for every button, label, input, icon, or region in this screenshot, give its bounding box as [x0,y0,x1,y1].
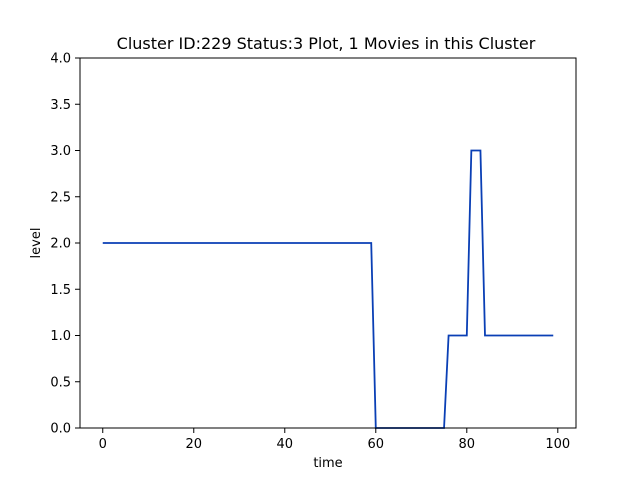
x-tick-label: 0 [99,437,107,452]
plot-area [79,57,577,429]
x-tick-label: 80 [459,437,476,452]
x-tick-label: 60 [368,437,385,452]
y-tick-label: 0.0 [50,422,71,437]
y-tick-label: 4.0 [50,52,71,67]
y-tick-label: 1.0 [50,329,71,344]
y-axis-title: level [29,228,44,259]
x-axis-title: time [313,456,342,471]
y-tick-label: 3.5 [50,98,71,113]
x-tick-label: 20 [185,437,202,452]
y-tick-label: 2.5 [50,190,71,205]
y-tick-label: 0.5 [50,375,71,390]
y-tick-label: 2.0 [50,237,71,252]
y-tick-label: 1.5 [50,283,71,298]
x-tick-label: 100 [545,437,570,452]
chart-title: Cluster ID:229 Status:3 Plot, 1 Movies i… [117,34,536,53]
series-layer [102,149,554,429]
y-axis: 0.0 0.5 1.0 1.5 2.0 2.5 3.0 3.5 4.0 [50,52,80,437]
x-tick-label: 40 [276,437,293,452]
series-line [102,149,554,429]
y-tick-label: 3.0 [50,144,71,159]
x-axis: 0 20 40 60 80 100 [99,428,570,452]
